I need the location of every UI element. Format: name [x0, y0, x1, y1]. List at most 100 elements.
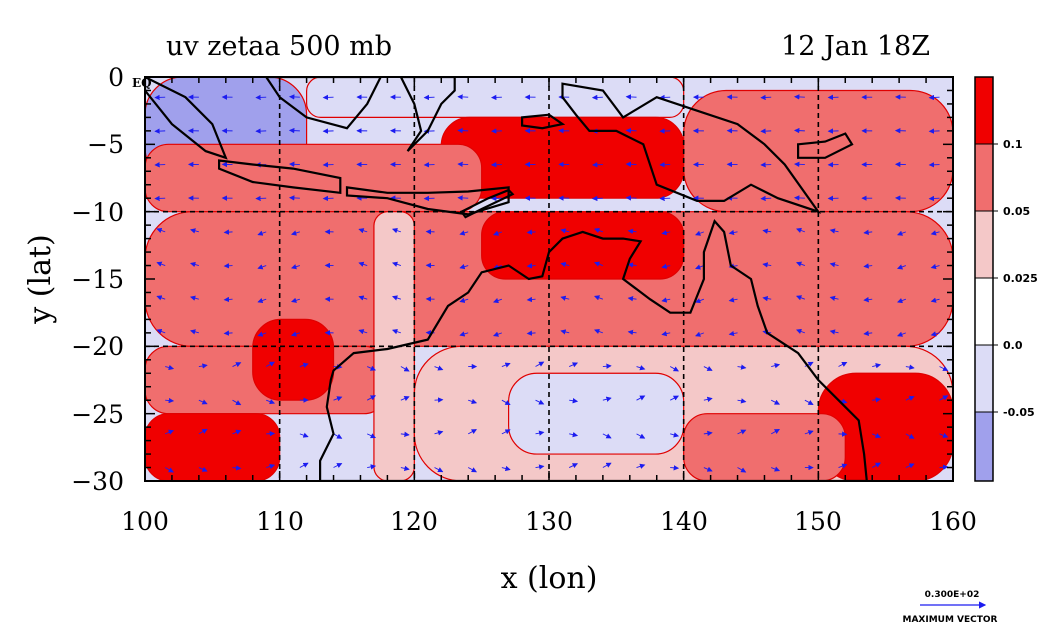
wind-vector: [400, 396, 410, 402]
wind-vector: [257, 297, 267, 304]
wind-vector: [366, 395, 376, 401]
wind-vector: [602, 433, 612, 439]
wind-vector: [526, 296, 536, 303]
y-tick-label: 0: [108, 63, 124, 92]
wind-vector: [198, 428, 208, 435]
wind-vector: [257, 264, 267, 270]
wind-vector: [737, 429, 747, 435]
wind-vector: [392, 228, 402, 234]
wind-vector: [872, 363, 882, 369]
wind-vector: [627, 296, 637, 302]
wind-vector: [560, 261, 570, 268]
wind-vector: [291, 230, 300, 236]
wind-vector: [871, 462, 881, 468]
wind-vector: [863, 296, 873, 303]
wind-vector: [223, 263, 233, 269]
colorbar-label: 0.05: [1003, 205, 1030, 218]
colorbar-frame: [974, 76, 994, 482]
wind-vector: [872, 433, 882, 438]
wind-vector: [602, 396, 612, 402]
wind-vector: [863, 330, 873, 336]
wind-vector: [569, 362, 579, 368]
wind-vector: [770, 399, 781, 405]
wind-vector: [829, 262, 839, 268]
wind-vector: [669, 395, 680, 401]
wind-vector: [762, 228, 772, 234]
wind-vector: [737, 467, 747, 473]
wind-vector: [358, 228, 368, 234]
wind-vector: [299, 362, 309, 368]
wind-vector: [526, 229, 536, 235]
wind-vector: [829, 329, 839, 335]
y-tick-label: −10: [71, 198, 124, 227]
wind-vector: [223, 229, 233, 235]
wind-vector: [804, 430, 814, 436]
wind-vector: [661, 230, 671, 236]
x-tick-label: 100: [121, 507, 169, 536]
wind-vector: [198, 399, 208, 405]
wind-vector: [156, 227, 166, 234]
colorbar-swatch: [975, 412, 993, 481]
wind-vector: [569, 463, 579, 469]
wind-vector: [392, 261, 402, 267]
coastline-java: [218, 159, 342, 195]
wind-vector: [636, 433, 646, 439]
wind-vector: [771, 363, 781, 369]
wind-vector: [627, 329, 637, 336]
wind-vector: [728, 330, 738, 337]
wind-vector: [467, 467, 477, 473]
wind-vector: [156, 261, 166, 267]
wind-vector: [459, 264, 469, 270]
axis-tick-marks: [144, 76, 954, 482]
wind-vector: [560, 329, 570, 335]
y-tick-label: −25: [71, 400, 124, 429]
wind-vector: [930, 263, 940, 270]
vorticity-region: [252, 318, 335, 401]
wind-vector: [762, 295, 772, 302]
wind-vector: [762, 262, 772, 268]
wind-vector: [560, 295, 570, 301]
wind-vector: [661, 297, 671, 303]
wind-vector: [266, 463, 276, 470]
wind-vector: [669, 366, 679, 372]
wind-vector: [627, 262, 637, 268]
wind-vector: [627, 228, 637, 235]
map-title: uv zetaa 500 mb: [166, 31, 392, 62]
wind-vector: [189, 261, 199, 268]
coastline-new-guinea: [561, 82, 822, 214]
plot-area: EQ: [132, 76, 954, 482]
wind-vector: [569, 398, 579, 404]
wind-vector: [594, 261, 604, 267]
x-tick-label: 110: [256, 507, 304, 536]
wind-vector: [905, 463, 915, 469]
wind-vector: [703, 466, 713, 472]
wind-vector: [728, 297, 738, 303]
wind-vector: [291, 297, 300, 303]
vorticity-region: [683, 413, 846, 481]
colorbar-swatch: [975, 211, 993, 278]
wind-vector: [501, 429, 511, 435]
colorbar-swatch: [975, 345, 993, 412]
wind-vector: [728, 229, 738, 236]
colorbar-swatch: [975, 77, 993, 144]
wind-vector: [863, 229, 873, 235]
wind-vector: [459, 331, 469, 337]
wind-vector: [897, 331, 907, 337]
wind-vector: [434, 430, 444, 436]
wind-vector: [467, 429, 477, 435]
y-tick-label: −20: [71, 332, 124, 361]
wind-vector: [535, 430, 545, 436]
wind-vector: [367, 365, 377, 371]
vector-legend: 0.300E+02 MAXIMUM VECTOR: [902, 590, 997, 625]
wind-vector: [905, 364, 915, 370]
colorbar-swatch: [975, 144, 993, 211]
colorbar-label: 0.0: [1003, 339, 1023, 352]
wind-vector: [838, 361, 848, 367]
wind-vector: [930, 230, 940, 236]
wind-vector: [400, 431, 410, 437]
x-tick-label: 160: [929, 507, 977, 536]
colorbar-swatch: [975, 278, 993, 345]
x-axis-title: x (lon): [501, 561, 598, 596]
x-tick-labels: 100 110 120 130 140 150 160: [121, 507, 977, 536]
wind-vector: [695, 298, 705, 304]
